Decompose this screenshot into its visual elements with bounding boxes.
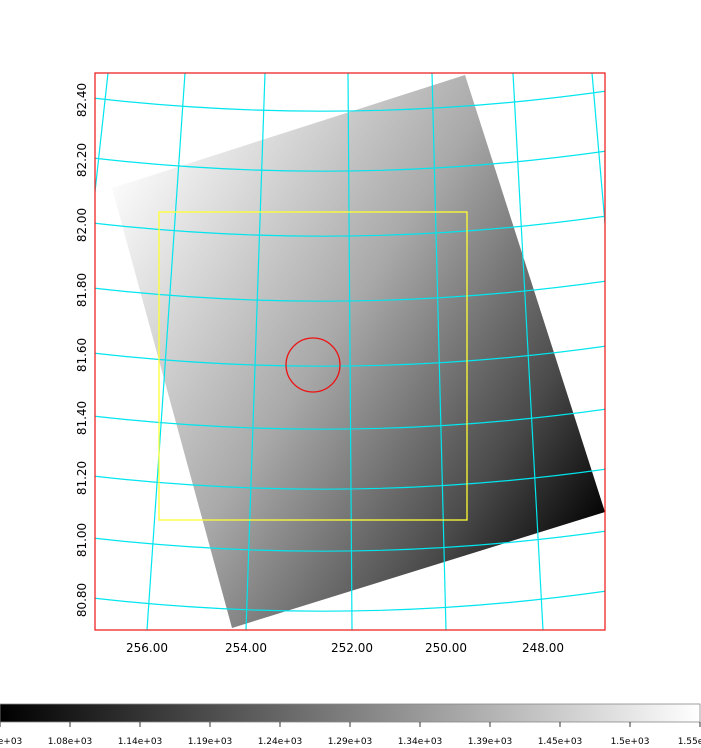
latitude-line — [95, 90, 605, 112]
x-label: 254.00 — [225, 641, 267, 655]
colorbar-label: 1.39e+03 — [468, 737, 513, 747]
y-label: 82.40 — [75, 83, 89, 117]
latitude-line — [95, 150, 605, 172]
coordinate-grid — [0, 73, 701, 630]
y-label: 81.80 — [75, 273, 89, 307]
longitude-line — [431, 73, 447, 630]
x-label: 256.00 — [126, 641, 168, 655]
latitude-line — [95, 215, 605, 237]
colorbar-label: 1.14e+03 — [118, 737, 163, 747]
longitude-line — [512, 73, 544, 630]
y-label: 81.60 — [75, 338, 89, 372]
x-label: 252.00 — [331, 641, 373, 655]
colorbar-label: 1.03e+03 — [0, 737, 22, 747]
y-label: 81.00 — [75, 523, 89, 557]
colorbar-label: 1.5e+03 — [611, 737, 650, 747]
longitude-line — [245, 73, 266, 630]
latitude-line — [95, 590, 605, 612]
longitude-line — [670, 73, 701, 630]
colorbar — [0, 703, 701, 723]
colorbar-label: 1.24e+03 — [258, 737, 303, 747]
longitude-line — [95, 73, 109, 198]
colorbar-label: 1.45e+03 — [538, 737, 583, 747]
colorbar-label: 1.34e+03 — [398, 737, 443, 747]
y-label: 82.00 — [75, 208, 89, 242]
x-label: 250.00 — [425, 641, 467, 655]
longitude-line — [347, 73, 353, 630]
image-area — [0, 73, 701, 630]
yellow-region — [158, 211, 468, 521]
image — [112, 75, 605, 628]
y-label: 82.20 — [75, 143, 89, 177]
y-label: 81.20 — [75, 461, 89, 495]
latitude-line — [95, 468, 605, 490]
colorbar-label: 1.55e+03 — [678, 737, 701, 747]
x-label: 248.00 — [522, 641, 564, 655]
colorbar-label: 1.29e+03 — [328, 737, 373, 747]
colorbar-label: 1.19e+03 — [188, 737, 233, 747]
longitude-line — [591, 73, 605, 231]
y-label: 80.80 — [75, 583, 89, 617]
latitude-line — [95, 530, 605, 552]
y-label: 81.40 — [75, 401, 89, 435]
colorbar-label: 1.08e+03 — [48, 737, 93, 747]
red-region — [285, 337, 341, 393]
frame — [94, 72, 606, 631]
longitude-line — [146, 73, 186, 630]
longitude-line — [0, 73, 30, 630]
